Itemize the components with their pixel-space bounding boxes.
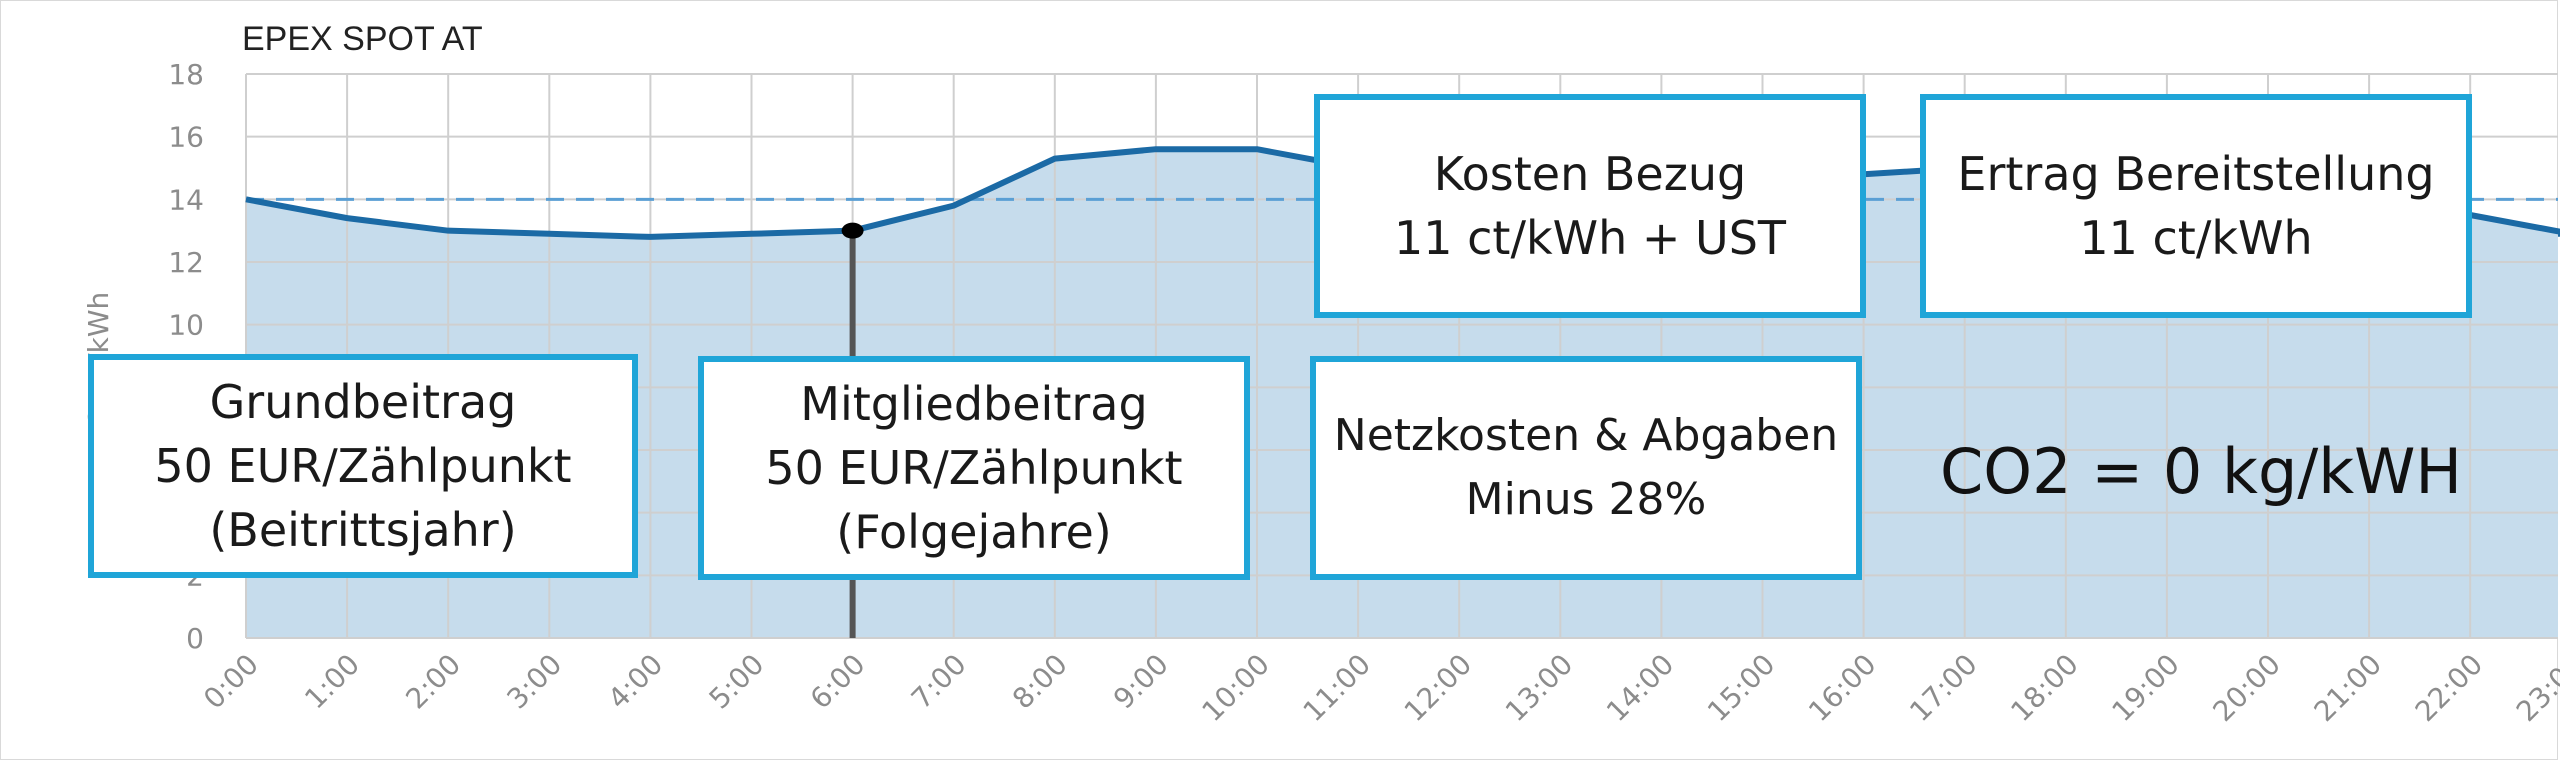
box-line: 11 ct/kWh xyxy=(2079,211,2313,265)
x-tick-label: 4:00 xyxy=(602,648,670,716)
box-line: Netzkosten & Abgaben xyxy=(1333,410,1839,461)
x-tick-label: 17:00 xyxy=(1903,648,1983,728)
y-tick-label: 14 xyxy=(168,183,204,216)
y-tick-label: 0 xyxy=(186,622,204,655)
x-tick-label: 8:00 xyxy=(1006,648,1074,716)
box-line: Minus 28% xyxy=(1465,474,1707,525)
x-tick-label: 1:00 xyxy=(298,648,366,716)
x-tick-label: 22:00 xyxy=(2409,648,2489,728)
x-tick-label: 10:00 xyxy=(1196,648,1276,728)
x-tick-label: 19:00 xyxy=(2105,648,2185,728)
x-tick-label: 14:00 xyxy=(1600,648,1680,728)
x-tick-label: 6:00 xyxy=(804,648,872,716)
x-tick-label: 2:00 xyxy=(399,648,467,716)
co2-statement: CO2 = 0 kg/kWH xyxy=(1940,435,2463,508)
marker-point xyxy=(841,222,864,239)
mitgliedbeitrag-box: Mitgliedbeitrag 50 EUR/Zählpunkt (Folgej… xyxy=(698,356,1250,580)
box-line: (Beitrittsjahr) xyxy=(209,503,517,557)
kosten-bezug-box: Kosten Bezug 11 ct/kWh + UST xyxy=(1314,94,1866,318)
box-line: (Folgejahre) xyxy=(836,505,1112,559)
box-line: Kosten Bezug xyxy=(1433,147,1747,201)
y-tick-label: 10 xyxy=(168,309,204,342)
x-tick-label: 5:00 xyxy=(703,648,771,716)
box-line: 50 EUR/Zählpunkt xyxy=(154,439,572,493)
x-tick-label: 16:00 xyxy=(1802,648,1882,728)
box-line: Ertrag Bereitstellung xyxy=(1957,147,2435,201)
netzkosten-box: Netzkosten & Abgaben Minus 28% xyxy=(1310,356,1862,580)
x-tick-label: 23:00 xyxy=(2510,648,2560,728)
grundbeitrag-box: Grundbeitrag 50 EUR/Zählpunkt (Beitritts… xyxy=(88,354,638,578)
y-tick-label: 12 xyxy=(168,246,204,279)
y-tick-label: 18 xyxy=(168,58,204,91)
x-tick-label: 21:00 xyxy=(2308,648,2388,728)
chart-title: EPEX SPOT AT xyxy=(52,18,510,60)
x-tick-label: 7:00 xyxy=(905,648,973,716)
x-tick-label: 20:00 xyxy=(2207,648,2287,728)
x-tick-label: 12:00 xyxy=(1398,648,1478,728)
ertrag-bereitstellung-box: Ertrag Bereitstellung 11 ct/kWh xyxy=(1920,94,2472,318)
box-line: Grundbeitrag xyxy=(209,375,517,429)
x-tick-label: 3:00 xyxy=(500,648,568,716)
box-line: 11 ct/kWh + UST xyxy=(1393,211,1786,265)
x-tick-label: 13:00 xyxy=(1499,648,1579,728)
box-line: Mitgliedbeitrag xyxy=(800,377,1148,431)
x-tick-label: 18:00 xyxy=(2004,648,2084,728)
box-line: 50 EUR/Zählpunkt xyxy=(765,441,1183,495)
y-tick-label: 16 xyxy=(168,121,204,154)
x-tick-label: 0:00 xyxy=(197,648,265,716)
x-tick-label: 11:00 xyxy=(1297,648,1377,728)
x-tick-label: 15:00 xyxy=(1701,648,1781,728)
x-tick-label: 9:00 xyxy=(1107,648,1175,716)
